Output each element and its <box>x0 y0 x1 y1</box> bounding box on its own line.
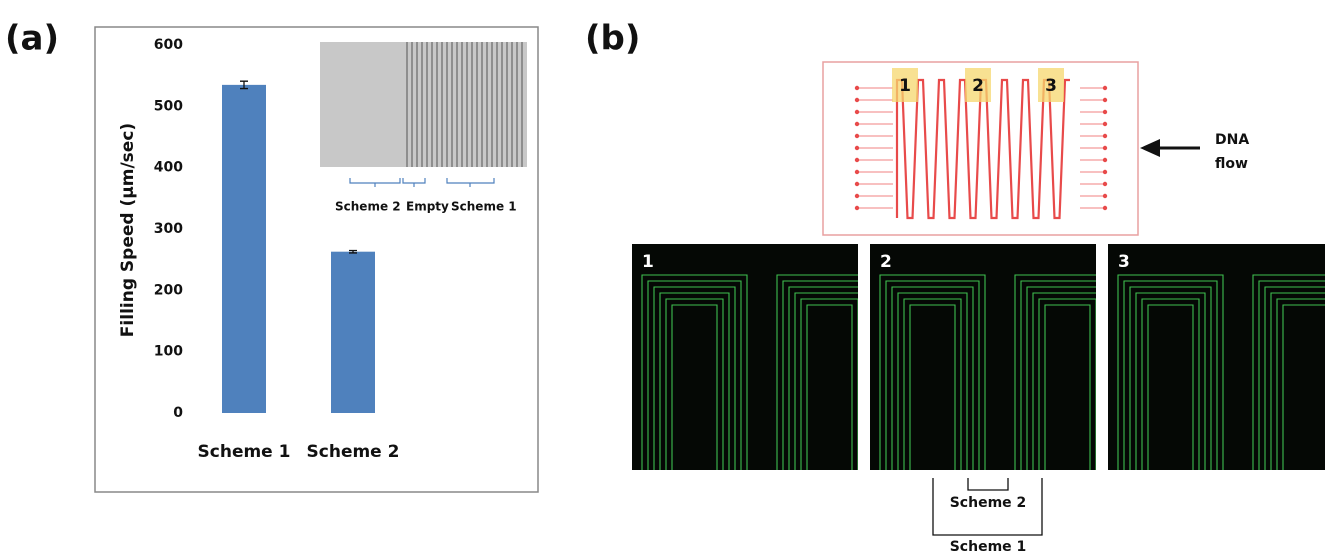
image-label: 3 <box>1118 252 1130 272</box>
panel-label: (b) <box>585 19 640 59</box>
bracket-label: Scheme 2 <box>950 495 1027 511</box>
channel-label: 1 <box>899 76 911 96</box>
figure: (a) Scheme 2 Empty Scheme 1 Filling Spee… <box>0 0 1325 555</box>
channel-trace <box>542 305 587 470</box>
image-label: 1 <box>642 252 654 272</box>
pad <box>855 182 859 186</box>
channel-trace <box>524 287 605 470</box>
channel-trace <box>512 275 617 470</box>
pad <box>1103 110 1107 114</box>
pad <box>1103 194 1107 198</box>
inset-label: Scheme 1 <box>451 200 517 214</box>
inset-label: Empty <box>406 200 449 214</box>
bar <box>222 85 266 413</box>
x-tick-label: Scheme 1 <box>198 442 291 462</box>
pad <box>1103 146 1107 150</box>
y-tick-label: 600 <box>154 37 183 53</box>
pad <box>855 134 859 138</box>
flow-arrowhead <box>1140 139 1160 157</box>
image-label: 2 <box>880 252 892 272</box>
pad <box>855 194 859 198</box>
pad <box>855 170 859 174</box>
pad <box>855 86 859 90</box>
channel-label: 2 <box>972 76 984 96</box>
pad <box>1103 158 1107 162</box>
channel-trace <box>530 293 599 470</box>
y-tick-label: 0 <box>173 405 183 421</box>
channel-label: 3 <box>1045 76 1057 96</box>
flow-label: flow <box>1215 156 1248 172</box>
inset-label: Scheme 2 <box>335 200 401 214</box>
panel-label: (a) <box>5 19 59 59</box>
pad <box>855 110 859 114</box>
channel-trace <box>518 281 611 470</box>
y-tick-label: 200 <box>154 282 183 298</box>
flow-label: DNA <box>1215 132 1249 148</box>
pad <box>1103 134 1107 138</box>
y-tick-label: 400 <box>154 160 183 176</box>
y-tick-label: 100 <box>154 344 183 360</box>
micrographs: 1 2 3 <box>512 244 1325 470</box>
y-axis-label: Filling Speed (µm/sec) <box>118 123 138 337</box>
pad <box>1103 86 1107 90</box>
y-tick-label: 300 <box>154 221 183 237</box>
pad <box>1103 170 1107 174</box>
pad <box>1103 98 1107 102</box>
x-tick-label: Scheme 2 <box>307 442 400 462</box>
pad <box>1103 182 1107 186</box>
pad <box>855 122 859 126</box>
inset-braces <box>350 178 494 187</box>
bracket-label: Scheme 1 <box>950 539 1027 555</box>
pad <box>855 206 859 210</box>
pad <box>855 158 859 162</box>
channel-trace <box>536 299 593 470</box>
pad <box>855 98 859 102</box>
pad <box>855 146 859 150</box>
y-tick-label: 500 <box>154 98 183 114</box>
pad <box>1103 206 1107 210</box>
bar <box>331 252 375 413</box>
pad <box>1103 122 1107 126</box>
inset-image <box>320 42 527 167</box>
